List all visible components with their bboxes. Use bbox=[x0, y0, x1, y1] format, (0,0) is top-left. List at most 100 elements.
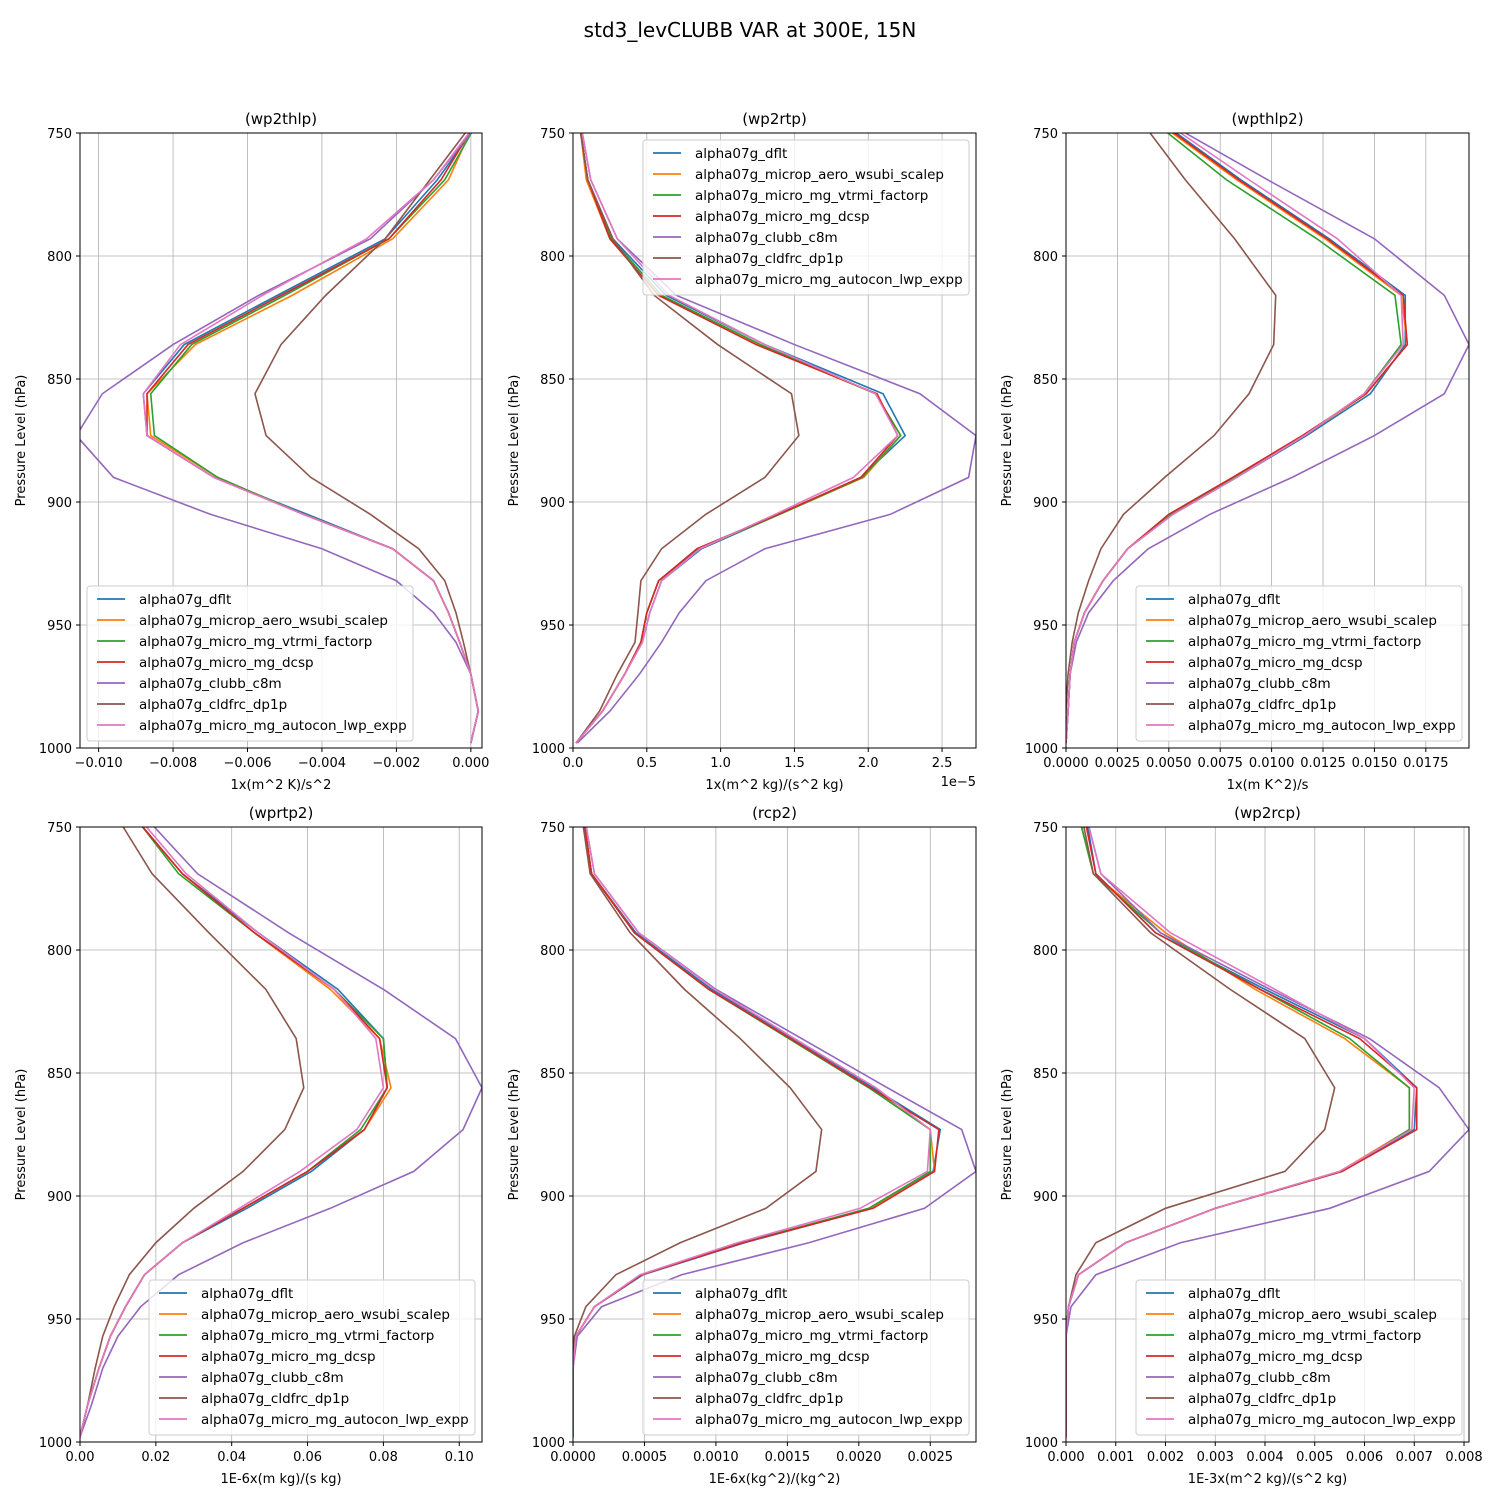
legend-label: alpha07g_micro_mg_dcsp bbox=[1188, 655, 1363, 671]
y-tick-label: 1000 bbox=[532, 742, 565, 757]
series-line-alpha07g_clubb_c8m bbox=[80, 827, 482, 1438]
legend: alpha07g_dflt alpha07g_microp_aero_wsubi_… bbox=[642, 1279, 970, 1436]
y-tick-label: 900 bbox=[1033, 496, 1058, 511]
y-tick-label: 850 bbox=[540, 373, 565, 388]
figure-title: std3_levCLUBB VAR at 300E, 15N bbox=[584, 18, 917, 42]
x-tick-label: 0.0125 bbox=[1300, 756, 1346, 771]
y-tick-label: 950 bbox=[1033, 1313, 1058, 1328]
legend-label: alpha07g_micro_mg_vtrmi_factorp bbox=[695, 1328, 928, 1344]
legend: alpha07g_dflt alpha07g_microp_aero_wsubi_… bbox=[642, 139, 970, 296]
y-tick-label: 750 bbox=[1033, 821, 1058, 836]
x-tick-label: 0.0020 bbox=[836, 1450, 882, 1465]
legend-label: alpha07g_microp_aero_wsubi_scalep bbox=[1188, 1307, 1437, 1323]
legend-label: alpha07g_clubb_c8m bbox=[695, 1370, 838, 1386]
panel-0: −0.010 −0.008 −0.006 −0.004 −0.002 0.000 750 80… bbox=[14, 110, 489, 793]
legend: alpha07g_dflt alpha07g_microp_aero_wsubi_… bbox=[86, 585, 414, 742]
legend-label: alpha07g_micro_mg_dcsp bbox=[1188, 1349, 1363, 1365]
series-line-alpha07g_cldfrc_dp1p bbox=[254, 133, 480, 744]
legend-label: alpha07g_microp_aero_wsubi_scalep bbox=[695, 167, 944, 183]
legend-label: alpha07g_cldfrc_dp1p bbox=[139, 697, 287, 713]
panel-1: 0.0 0.5 1.0 1.5 2.0 2.5 750 800 850 900 950 1000 1e−… bbox=[507, 110, 977, 793]
y-axis-label: Pressure Level (hPa) bbox=[14, 1069, 29, 1201]
legend-label: alpha07g_micro_mg_vtrmi_factorp bbox=[695, 188, 928, 204]
y-tick-label: 950 bbox=[1033, 619, 1058, 634]
axes-frame bbox=[572, 826, 977, 1443]
y-tick-label: 750 bbox=[540, 821, 565, 836]
legend-label: alpha07g_micro_mg_autocon_lwp_expp bbox=[1188, 718, 1456, 734]
legend-label: alpha07g_clubb_c8m bbox=[1188, 1370, 1331, 1386]
y-axis-label: Pressure Level (hPa) bbox=[14, 375, 29, 507]
legend-label: alpha07g_cldfrc_dp1p bbox=[695, 1391, 843, 1407]
x-tick-label: 0.0025 bbox=[1095, 756, 1141, 771]
legend-label: alpha07g_dflt bbox=[139, 592, 231, 608]
legend-label: alpha07g_dflt bbox=[201, 1286, 293, 1302]
legend-label: alpha07g_micro_mg_dcsp bbox=[139, 655, 314, 671]
panel-title: (wp2rcp) bbox=[1234, 804, 1301, 822]
x-tick-label: 0.005 bbox=[1296, 1450, 1333, 1465]
legend-label: alpha07g_cldfrc_dp1p bbox=[201, 1391, 349, 1407]
y-tick-label: 800 bbox=[47, 250, 72, 265]
x-axis-label: 1E-3x(m^2 kg)/(s^2 kg) bbox=[1188, 1472, 1347, 1487]
legend-label: alpha07g_microp_aero_wsubi_scalep bbox=[139, 613, 388, 629]
y-tick-label: 900 bbox=[540, 496, 565, 511]
legend-box bbox=[1135, 585, 1463, 742]
y-axis-label: Pressure Level (hPa) bbox=[1000, 1069, 1015, 1201]
y-tick-label: 750 bbox=[47, 127, 72, 142]
legend-label: alpha07g_micro_mg_vtrmi_factorp bbox=[139, 634, 372, 650]
x-tick-label: 0.0150 bbox=[1352, 756, 1398, 771]
legend-label: alpha07g_micro_mg_vtrmi_factorp bbox=[201, 1328, 434, 1344]
series-line-alpha07g_micro_mg_autocon_lwp_expp bbox=[142, 133, 480, 744]
legend-label: alpha07g_clubb_c8m bbox=[1188, 676, 1331, 692]
series-line-alpha07g_micro_mg_autocon_lwp_expp bbox=[1066, 133, 1405, 744]
y-tick-label: 950 bbox=[540, 1313, 565, 1328]
x-tick-label: 0.0050 bbox=[1146, 756, 1192, 771]
y-tick-label: 800 bbox=[540, 944, 565, 959]
legend-label: alpha07g_micro_mg_vtrmi_factorp bbox=[1188, 1328, 1421, 1344]
x-tick-label: −0.006 bbox=[223, 756, 271, 771]
legend-label: alpha07g_micro_mg_dcsp bbox=[695, 209, 870, 225]
y-tick-label: 900 bbox=[47, 496, 72, 511]
legend-label: alpha07g_microp_aero_wsubi_scalep bbox=[201, 1307, 450, 1323]
x-tick-label: 0.0000 bbox=[1043, 756, 1089, 771]
y-tick-label: 850 bbox=[1033, 1067, 1058, 1082]
x-tick-label: 0.04 bbox=[217, 1450, 246, 1465]
x-tick-label: 0.004 bbox=[1246, 1450, 1283, 1465]
legend-label: alpha07g_dflt bbox=[1188, 1286, 1280, 1302]
y-tick-label: 800 bbox=[47, 944, 72, 959]
legend-label: alpha07g_clubb_c8m bbox=[201, 1370, 344, 1386]
y-tick-label: 1000 bbox=[1025, 742, 1058, 757]
y-tick-label: 750 bbox=[1033, 127, 1058, 142]
x-tick-label: 0.002 bbox=[1147, 1450, 1184, 1465]
panel-2: 0.0000 0.0025 0.0050 0.0075 0.0100 0.0125 0.01… bbox=[1000, 110, 1470, 793]
legend-label: alpha07g_micro_mg_vtrmi_factorp bbox=[1188, 634, 1421, 650]
x-tick-label: 0.00 bbox=[66, 1450, 95, 1465]
x-tick-label: 0.0010 bbox=[693, 1450, 739, 1465]
panel-title: (wpthlp2) bbox=[1231, 110, 1303, 128]
y-tick-label: 950 bbox=[47, 619, 72, 634]
y-tick-label: 1000 bbox=[39, 1436, 72, 1451]
x-tick-label: 0.06 bbox=[293, 1450, 322, 1465]
x-tick-label: 0.008 bbox=[1445, 1450, 1482, 1465]
y-tick-label: 850 bbox=[540, 1067, 565, 1082]
y-axis-label: Pressure Level (hPa) bbox=[1000, 375, 1015, 507]
x-tick-label: 2.0 bbox=[858, 756, 879, 771]
y-tick-label: 850 bbox=[47, 1067, 72, 1082]
x-tick-label: 0.08 bbox=[369, 1450, 398, 1465]
legend-label: alpha07g_micro_mg_autocon_lwp_expp bbox=[695, 272, 963, 288]
legend-label: alpha07g_micro_mg_autocon_lwp_expp bbox=[201, 1412, 469, 1428]
x-tick-label: 0.5 bbox=[636, 756, 657, 771]
axes-frame bbox=[79, 826, 483, 1443]
series-line-alpha07g_cldfrc_dp1p bbox=[1066, 827, 1336, 1438]
x-axis-label: 1x(m K^2)/s bbox=[1227, 778, 1309, 793]
x-tick-label: 0.10 bbox=[445, 1450, 474, 1465]
y-tick-label: 1000 bbox=[532, 1436, 565, 1451]
y-tick-label: 1000 bbox=[1025, 1436, 1058, 1451]
series-line-alpha07g_clubb_c8m bbox=[1066, 827, 1469, 1438]
legend-label: alpha07g_clubb_c8m bbox=[139, 676, 282, 692]
y-tick-label: 950 bbox=[47, 1313, 72, 1328]
x-axis-label: 1E-6x(m kg)/(s kg) bbox=[220, 1472, 341, 1487]
x-tick-label: 0.000 bbox=[1047, 1450, 1084, 1465]
series-line-alpha07g_clubb_c8m bbox=[1066, 133, 1469, 744]
legend-label: alpha07g_microp_aero_wsubi_scalep bbox=[1188, 613, 1437, 629]
x-tick-label: 0.0175 bbox=[1403, 756, 1449, 771]
